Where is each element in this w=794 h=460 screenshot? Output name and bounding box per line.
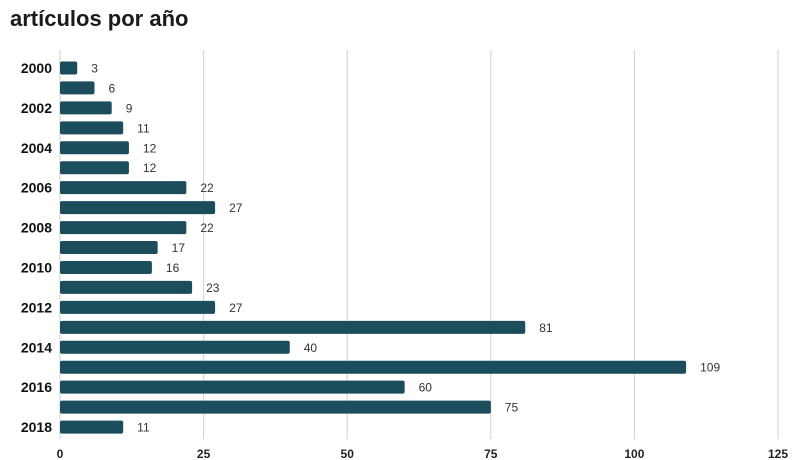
data-label: 81 [539, 321, 553, 335]
category-label: 2014 [21, 339, 52, 355]
category-label: 2018 [21, 419, 52, 435]
bar [60, 280, 193, 294]
bar [60, 400, 491, 414]
data-label: 23 [206, 281, 220, 295]
x-tick-label: 75 [484, 447, 498, 460]
data-label: 75 [505, 401, 519, 415]
category-label: 2002 [21, 100, 52, 116]
bar [60, 360, 687, 374]
x-axis-ticks: 0 25 50 75 100 125 [57, 447, 789, 460]
bar [60, 260, 152, 274]
data-label: 11 [137, 421, 150, 435]
category-labels: 2000 2002 2004 2006 2008 2010 2012 2014 2016 2018 [21, 60, 52, 435]
bar [60, 320, 526, 334]
bar [60, 300, 216, 314]
x-tick-label: 0 [57, 447, 64, 460]
data-label: 17 [172, 241, 186, 255]
x-tick-label: 100 [624, 447, 644, 460]
bar [60, 61, 78, 75]
bar [60, 101, 112, 115]
bar [60, 181, 187, 195]
category-label: 2010 [21, 259, 52, 275]
data-label: 12 [143, 141, 157, 155]
bar [60, 81, 95, 95]
bar [60, 221, 187, 235]
data-label: 22 [200, 181, 214, 195]
data-labels: 369 11 12 12 22 27 22 17 16 23 27 81 40 109 60 75 11 [91, 61, 720, 434]
data-label: 11 [137, 121, 150, 135]
data-label: 9 [126, 101, 133, 115]
data-label: 22 [200, 221, 214, 235]
bar [60, 420, 124, 434]
data-label: 109 [700, 361, 720, 375]
bar [60, 141, 129, 155]
bar [60, 340, 290, 354]
gridlines [59, 50, 779, 440]
x-tick-label: 25 [197, 447, 211, 460]
bar [60, 380, 405, 394]
bar [60, 121, 124, 135]
data-label: 3 [91, 61, 98, 75]
data-label: 27 [229, 301, 243, 315]
data-label: 16 [166, 261, 180, 275]
x-tick-label: 50 [341, 447, 355, 460]
data-label: 27 [229, 201, 243, 215]
data-label: 12 [143, 161, 157, 175]
chart-title: artículos por año [10, 6, 189, 31]
category-label: 2006 [21, 180, 52, 196]
bar [60, 201, 216, 215]
category-label: 2016 [21, 379, 52, 395]
data-label: 40 [304, 341, 318, 355]
x-tick-label: 125 [768, 447, 788, 460]
data-label: 60 [419, 381, 433, 395]
category-label: 2000 [21, 60, 52, 76]
bar [60, 241, 158, 255]
bars [60, 61, 687, 434]
category-label: 2012 [21, 299, 52, 315]
bar [60, 161, 129, 175]
data-label: 6 [108, 81, 115, 95]
category-label: 2008 [21, 220, 52, 236]
category-label: 2004 [21, 140, 52, 156]
